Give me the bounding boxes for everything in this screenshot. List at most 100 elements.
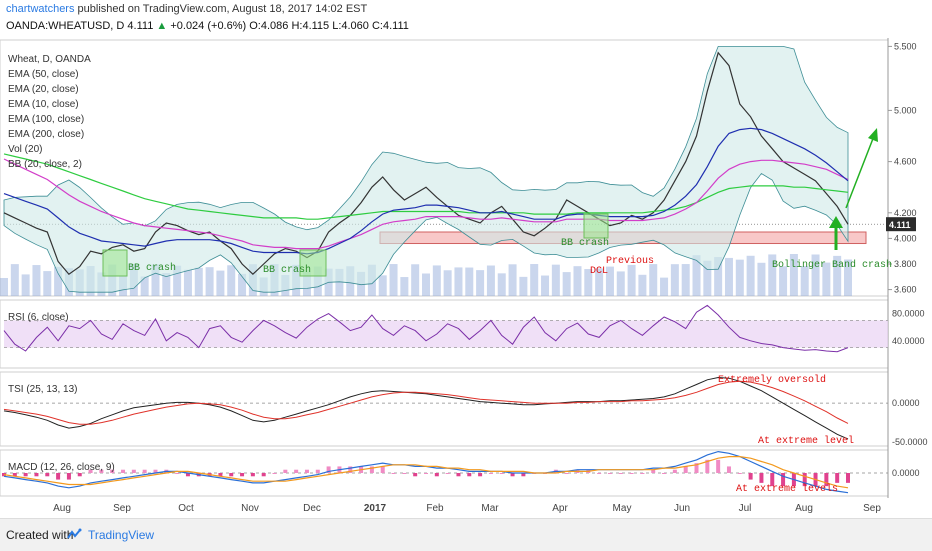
last-price-tag [886, 217, 916, 232]
y-axis-ticks: 5.500 5.000 4.600 4.200 4.000 3.800 3.600 4.111… [886, 41, 928, 478]
volume-bar [562, 272, 571, 296]
rsi-band [4, 319, 888, 349]
volume-bar [162, 272, 171, 296]
series-line [3, 153, 849, 220]
macd-histogram-bar [770, 473, 775, 487]
macd-histogram-bar [380, 466, 385, 473]
macd-histogram-bar [99, 469, 104, 473]
volume-bar [616, 271, 625, 296]
volume-bar [757, 262, 766, 296]
y-tick-label: -50.0000 [892, 437, 928, 447]
macd-histogram-bar [240, 473, 245, 477]
macd-histogram-bar [77, 473, 82, 477]
price-change: +0.024 (+0.6%) [170, 20, 247, 32]
ohlc-values: O:4.086 H:4.115 L:4.060 C:4.111 [249, 20, 409, 32]
volume-bar [465, 267, 474, 296]
macd-histogram-bar [564, 473, 569, 474]
macd-histogram-bar [510, 473, 515, 477]
volume-bar [779, 266, 788, 296]
volume-bar [584, 269, 593, 296]
legend-item: EMA (50, close) [8, 69, 79, 80]
bb-crash-box-1 [102, 249, 128, 277]
x-tick-label: Sep [113, 503, 131, 514]
volume-bar [443, 270, 452, 296]
volume-bar [530, 264, 539, 296]
macd-histogram-bar [315, 469, 320, 473]
volume-bar [183, 269, 192, 296]
macd-histogram-bar [824, 473, 829, 487]
volume-bar [541, 275, 550, 296]
macd-histogram-bar [56, 473, 61, 480]
price-chart[interactable]: 5.500 5.000 4.600 4.200 4.000 3.800 3.600 4.111… [0, 38, 932, 518]
author-link[interactable]: chartwatchers [6, 3, 75, 15]
volume-bar [692, 255, 701, 296]
y-tick-label: 4.600 [894, 157, 917, 167]
x-tick-label: Mar [481, 503, 499, 514]
macd-histogram-bar [45, 473, 50, 477]
volume-bar [660, 277, 669, 296]
macd-histogram-bar [121, 469, 126, 473]
volume-bar [335, 268, 344, 296]
x-tick-label: 2017 [364, 503, 387, 514]
macd-histogram-bar [153, 469, 158, 473]
macd-histogram-bar [802, 473, 807, 487]
macd-histogram-bar [66, 473, 71, 480]
macd-histogram-bar [748, 473, 753, 480]
volume-bar [43, 271, 52, 296]
macd-histogram-bar [629, 473, 634, 474]
macd-histogram-bar [607, 473, 612, 474]
volume-bar [638, 274, 647, 296]
macd-histogram-bar [142, 469, 147, 473]
macd-histogram-bar [467, 473, 472, 477]
rsi-band-area [4, 320, 888, 348]
volume-bar [724, 257, 733, 296]
publish-info: published on TradingView.com, August 18,… [77, 3, 368, 15]
macd-histogram-bar [662, 473, 667, 474]
series-line [3, 456, 849, 489]
macd-histogram-bar [456, 473, 461, 477]
macd-histogram-bar [759, 473, 764, 483]
up-arrow-icon: ▲ [156, 20, 168, 32]
volume-bar [422, 273, 430, 296]
volume-bar [519, 276, 528, 296]
y-tick-label: 0.0000 [892, 398, 920, 408]
macd-histogram-bar [229, 473, 234, 477]
y-tick-label: 4.200 [894, 208, 917, 218]
volume-bar [746, 255, 755, 296]
y-tick-label: 3.600 [894, 285, 917, 295]
volume-bar [54, 266, 63, 296]
bollinger-band-area [3, 46, 849, 293]
macd-histogram-bar [391, 473, 396, 474]
x-tick-label: Feb [426, 503, 444, 514]
indicator-legend: Wheat, D, OANDA EMA (50, close) EMA (20, c… [8, 54, 115, 473]
macd-histogram-bar [402, 473, 407, 474]
macd-histogram-bar [131, 469, 136, 473]
macd-histogram-bar [488, 473, 493, 474]
volume-bar [508, 264, 517, 296]
macd-histogram-bar [846, 473, 850, 483]
footer-bar: Created with TradingView [0, 518, 932, 551]
volume-bar [497, 273, 506, 296]
volume-bar [703, 260, 712, 296]
macd-histogram-bar [705, 459, 710, 473]
bb-crash-label-1: BB crash [128, 262, 176, 274]
projection-arrow-icon [845, 135, 875, 209]
series-line [3, 376, 849, 440]
macd-histogram-bar [672, 469, 677, 473]
legend-item: Wheat, D, OANDA [8, 54, 91, 65]
y-tick-label: 40.0000 [892, 336, 925, 346]
macd-extreme-label: At extreme levels [736, 483, 838, 495]
legend-item: EMA (20, close) [8, 84, 79, 95]
macd-histogram-bar [716, 459, 721, 473]
volume-bar [605, 266, 614, 296]
macd-histogram-bar [110, 469, 115, 473]
tradingview-brand[interactable]: TradingView [88, 528, 155, 542]
bb-crash-box-3 [583, 213, 609, 239]
macd-histogram-bar [781, 473, 786, 487]
legend-item: BB (20, close, 2) [8, 159, 82, 170]
macd-histogram-bar [261, 473, 266, 477]
volume-bar [811, 254, 820, 296]
macd-histogram-bar [597, 473, 602, 474]
symbol-label: OANDA:WHEATUSD, D [6, 20, 125, 32]
volume-bar [0, 278, 8, 296]
